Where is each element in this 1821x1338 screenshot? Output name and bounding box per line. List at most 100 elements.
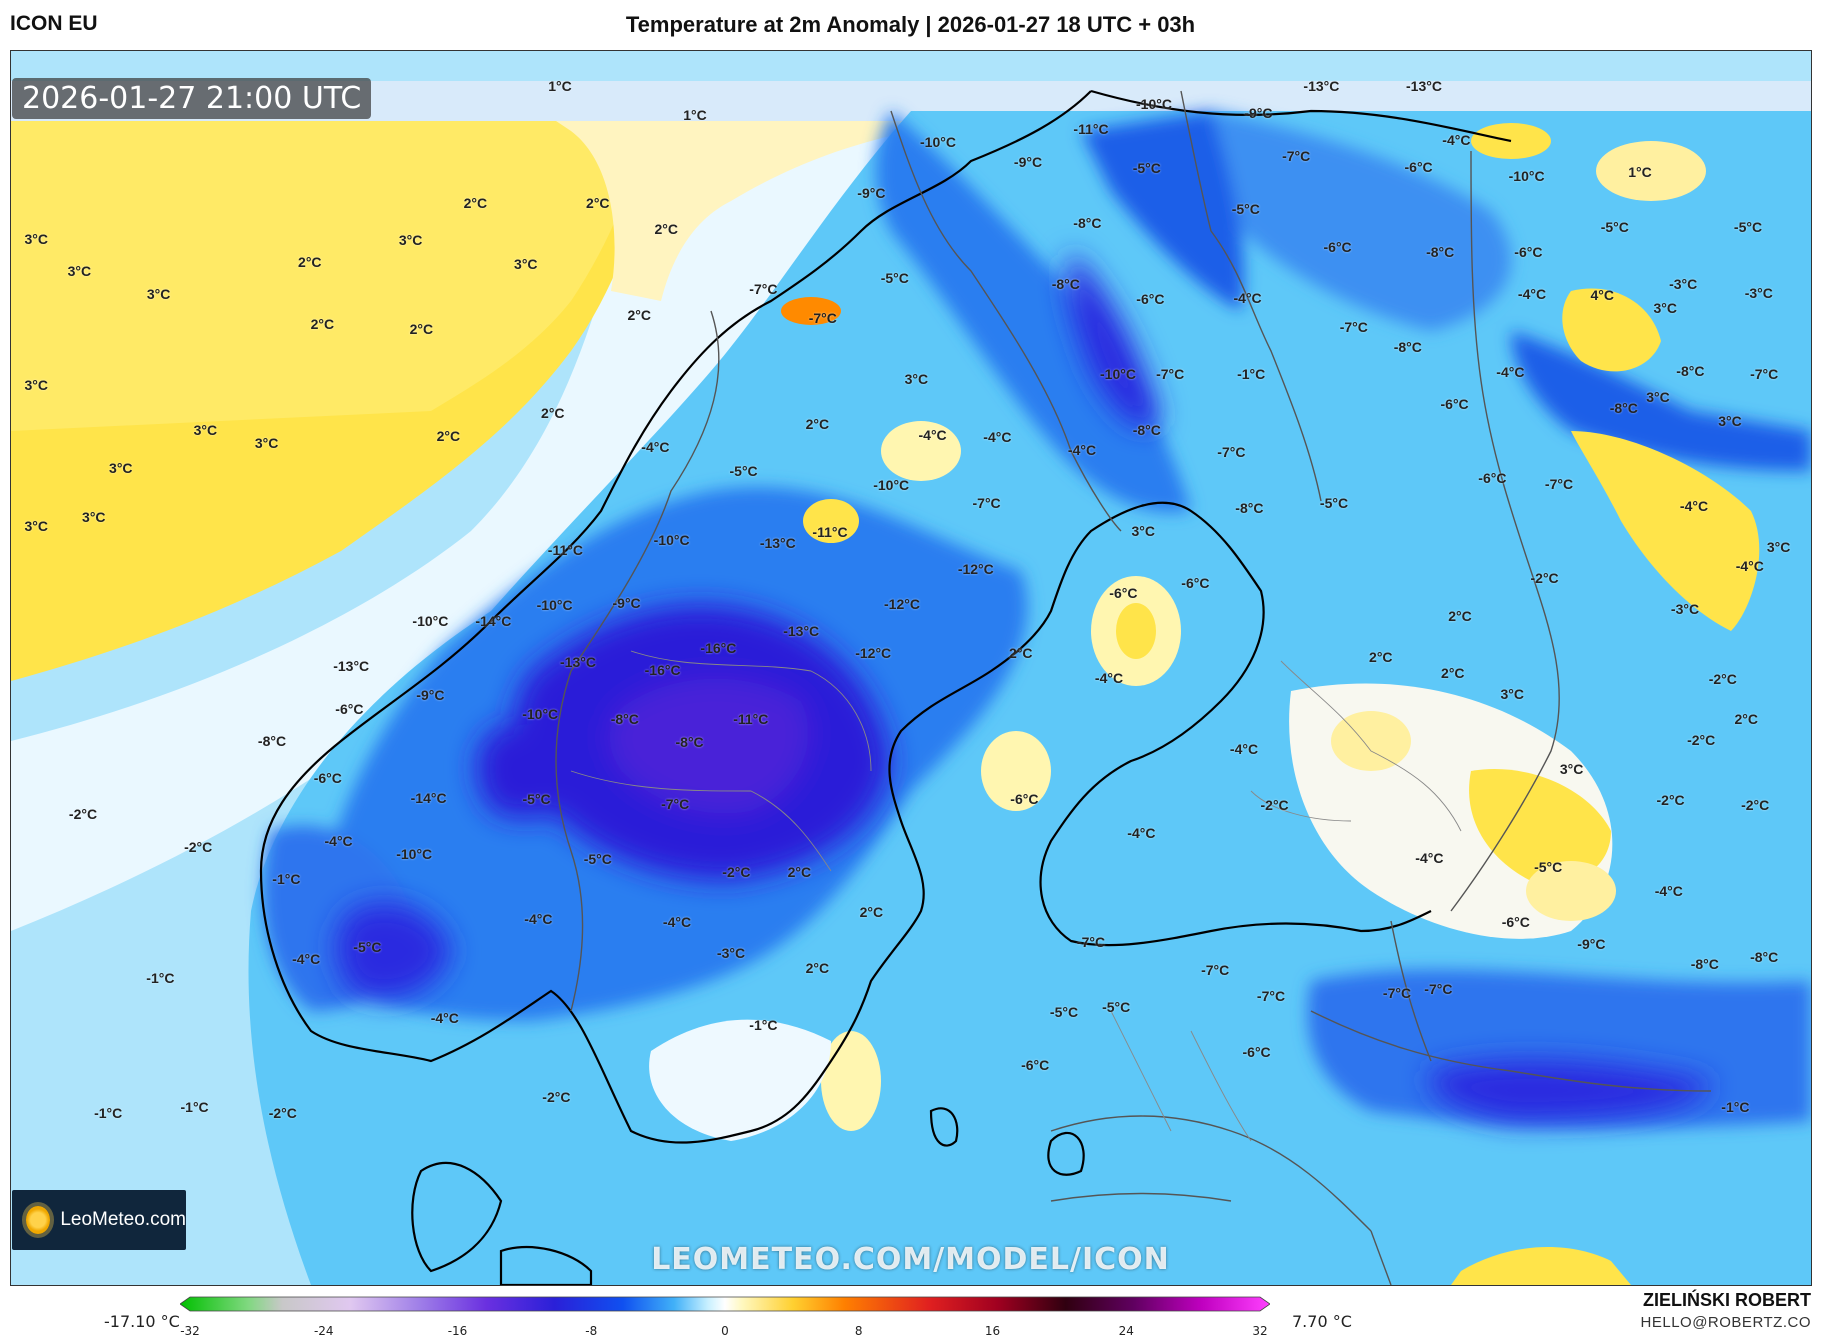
leometeo-logo[interactable]: LeoMeteo.com bbox=[12, 1190, 186, 1250]
author-name: ZIELIŃSKI ROBERT bbox=[1642, 1290, 1811, 1310]
temperature-label: -13°C bbox=[759, 535, 796, 552]
temperature-label: 3°C bbox=[67, 262, 92, 279]
temperature-label: 3°C bbox=[24, 518, 48, 535]
colorbar-tick-label: -16 bbox=[447, 1324, 468, 1338]
temperature-label: 2°C bbox=[1441, 664, 1465, 681]
temperature-label: -9°C bbox=[1577, 936, 1606, 953]
temperature-label: 1°C bbox=[683, 107, 707, 124]
colorbar-tick-label: 16 bbox=[984, 1324, 1001, 1338]
temperature-label: -4°C bbox=[292, 951, 321, 968]
temperature-label: -8°C bbox=[257, 732, 287, 749]
temperature-label: 3°C bbox=[82, 509, 106, 526]
temperature-label: -8°C bbox=[1750, 948, 1779, 965]
temperature-label: -13°C bbox=[1406, 77, 1442, 94]
temperature-label: -4°C bbox=[662, 914, 692, 931]
temperature-label: -1°C bbox=[146, 969, 175, 986]
colorbar-tick-label: 24 bbox=[1118, 1324, 1134, 1338]
temperature-label: -6°C bbox=[1323, 239, 1352, 256]
temperature-label: -11°C bbox=[1073, 120, 1109, 137]
atlantic-warm-core bbox=[11, 91, 651, 431]
temperature-label: -5°C bbox=[1102, 999, 1131, 1016]
temperature-label: -5°C bbox=[729, 462, 758, 479]
temperature-label: 3°C bbox=[109, 460, 133, 477]
temperature-label: -1°C bbox=[1237, 366, 1266, 383]
temperature-label: -1°C bbox=[1721, 1099, 1750, 1116]
temperature-label: 2°C bbox=[1448, 608, 1472, 625]
temperature-label: 2°C bbox=[805, 959, 830, 976]
temperature-label: -1°C bbox=[272, 871, 301, 887]
logo-text: LeoMeteo.com bbox=[60, 1209, 186, 1230]
temperature-label: -2°C bbox=[1741, 796, 1770, 813]
temperature-label: -11°C bbox=[547, 541, 583, 558]
temperature-label: -3°C bbox=[1744, 284, 1773, 301]
author-contact[interactable]: HELLO@ROBERTZ.CO bbox=[1640, 1314, 1811, 1331]
temperature-label: -13°C bbox=[783, 622, 820, 639]
temperature-label: -10°C bbox=[396, 846, 433, 863]
temperature-label: -2°C bbox=[268, 1105, 297, 1122]
temperature-label: -14°C bbox=[410, 789, 447, 806]
temperature-label: -5°C bbox=[583, 851, 612, 868]
temperature-label: -3°C bbox=[716, 945, 746, 962]
sun-icon bbox=[26, 1206, 51, 1234]
temperature-label: -5°C bbox=[1733, 219, 1763, 236]
temperature-label: -4°C bbox=[1067, 441, 1097, 458]
temperature-label: 3°C bbox=[146, 286, 171, 303]
temperature-label: -6°C bbox=[1021, 1057, 1050, 1074]
anomaly-field bbox=[11, 51, 1811, 1285]
valid-time-badge: 2026-01-27 21:00 UTC bbox=[12, 78, 372, 119]
temperature-label: -12°C bbox=[884, 595, 920, 612]
admin-borders bbox=[570, 650, 1462, 1142]
map-panel[interactable]: 1°C 1°C 3°C 3°C 3°C 2°C 3°C 2°C 2°C 3°C 2°C 2°C 2°C 2… bbox=[10, 50, 1812, 1286]
temperature-label: 3°C bbox=[24, 377, 48, 394]
temperature-label: -7°C bbox=[749, 281, 778, 298]
temperature-label: -16°C bbox=[700, 640, 737, 657]
temperature-label: -5°C bbox=[1600, 219, 1629, 236]
temperature-label: -2°C bbox=[1260, 796, 1289, 813]
temperature-label: -7°C bbox=[1076, 933, 1106, 950]
temperature-label: -2°C bbox=[722, 863, 751, 880]
borders bbox=[555, 90, 1712, 1285]
temperature-label: -16°C bbox=[644, 662, 681, 679]
temperature-label: -2°C bbox=[1530, 569, 1559, 586]
temperature-label: -2°C bbox=[68, 805, 98, 822]
temperature-label: 2°C bbox=[298, 254, 322, 270]
temperature-label: -5°C bbox=[1319, 494, 1349, 511]
header-bar: ICON EU Temperature at 2m Anomaly | 2026… bbox=[0, 0, 1821, 50]
temperature-label: -11°C bbox=[812, 524, 848, 541]
temperature-label: -4°C bbox=[1233, 289, 1262, 306]
temperature-label: -10°C bbox=[536, 597, 573, 614]
temperature-label: -9°C bbox=[612, 594, 641, 611]
temperature-label: -4°C bbox=[1735, 557, 1764, 574]
temperature-label: -10°C bbox=[920, 134, 956, 151]
temperature-label: -7°C bbox=[1156, 366, 1185, 383]
temperature-label: -7°C bbox=[1256, 988, 1286, 1005]
temperature-label: -3°C bbox=[1670, 600, 1700, 617]
temperature-label: -8°C bbox=[1073, 214, 1102, 231]
temperature-label: 2°C bbox=[627, 307, 651, 324]
colorbar-tick-label: 8 bbox=[854, 1324, 863, 1338]
temperature-label: -8°C bbox=[1132, 421, 1161, 438]
temperature-label: 2°C bbox=[463, 194, 488, 211]
temperature-label: -6°C bbox=[1010, 790, 1039, 807]
temperature-label: -14°C bbox=[475, 613, 512, 630]
temperature-label: -8°C bbox=[1609, 399, 1638, 416]
temperature-label: -7°C bbox=[1424, 980, 1453, 997]
temperature-label: 3°C bbox=[1718, 413, 1742, 430]
temperature-label: -6°C bbox=[1242, 1043, 1271, 1060]
temperature-label: -4°C bbox=[918, 426, 947, 443]
temperature-label: -9°C bbox=[1013, 154, 1043, 171]
temperature-label: 3°C bbox=[24, 230, 48, 247]
temperature-label: -1°C bbox=[749, 1016, 778, 1033]
temperature-label: -2°C bbox=[542, 1089, 571, 1106]
temperature-label: -5°C bbox=[522, 790, 551, 807]
temperature-label: -7°C bbox=[1282, 147, 1311, 164]
temperature-label: -6°C bbox=[1181, 574, 1210, 591]
temperature-label: -7°C bbox=[661, 795, 690, 812]
temperature-label: -6°C bbox=[1404, 158, 1433, 175]
temperature-label: -8°C bbox=[1393, 339, 1422, 356]
colorbar-max-label: 7.70 °C bbox=[1292, 1312, 1352, 1331]
temperature-label: -6°C bbox=[1478, 469, 1507, 486]
model-name: ICON EU bbox=[10, 12, 98, 35]
temperature-label: -3°C bbox=[1669, 276, 1698, 293]
temperature-label: -6°C bbox=[1501, 914, 1530, 931]
